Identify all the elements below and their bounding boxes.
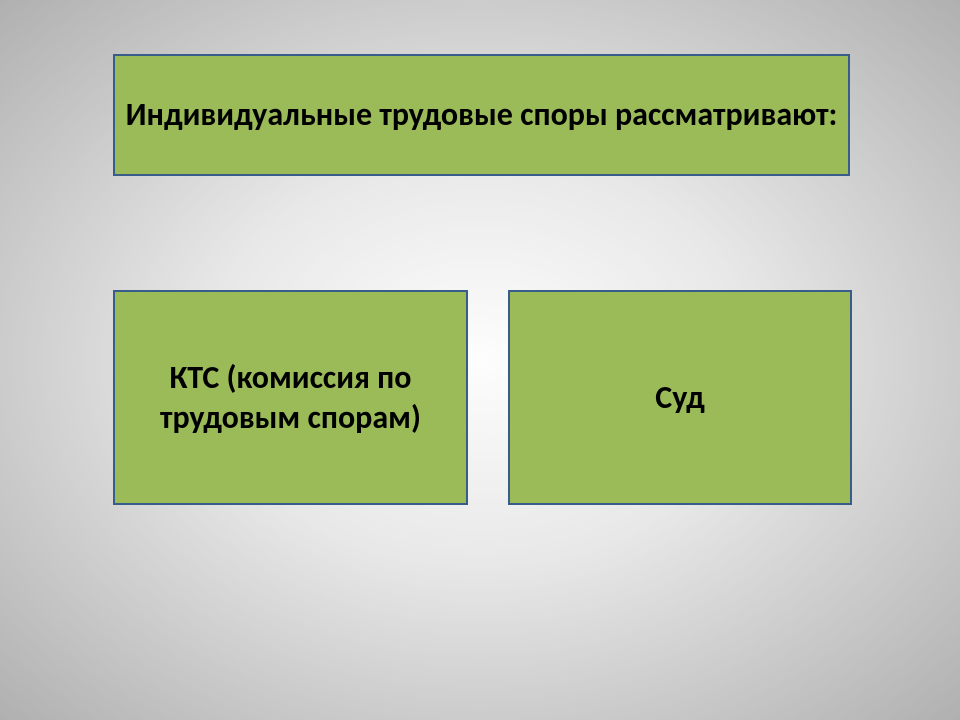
left-box-text: КТС (комиссия по трудовым спорам) [115, 358, 466, 438]
right-box: Суд [508, 290, 852, 505]
right-box-text: Суд [655, 378, 705, 418]
title-box: Индивидуальные трудовые споры рассматрив… [113, 54, 850, 176]
title-text: Индивидуальные трудовые споры рассматрив… [126, 95, 838, 135]
left-box: КТС (комиссия по трудовым спорам) [113, 290, 468, 505]
